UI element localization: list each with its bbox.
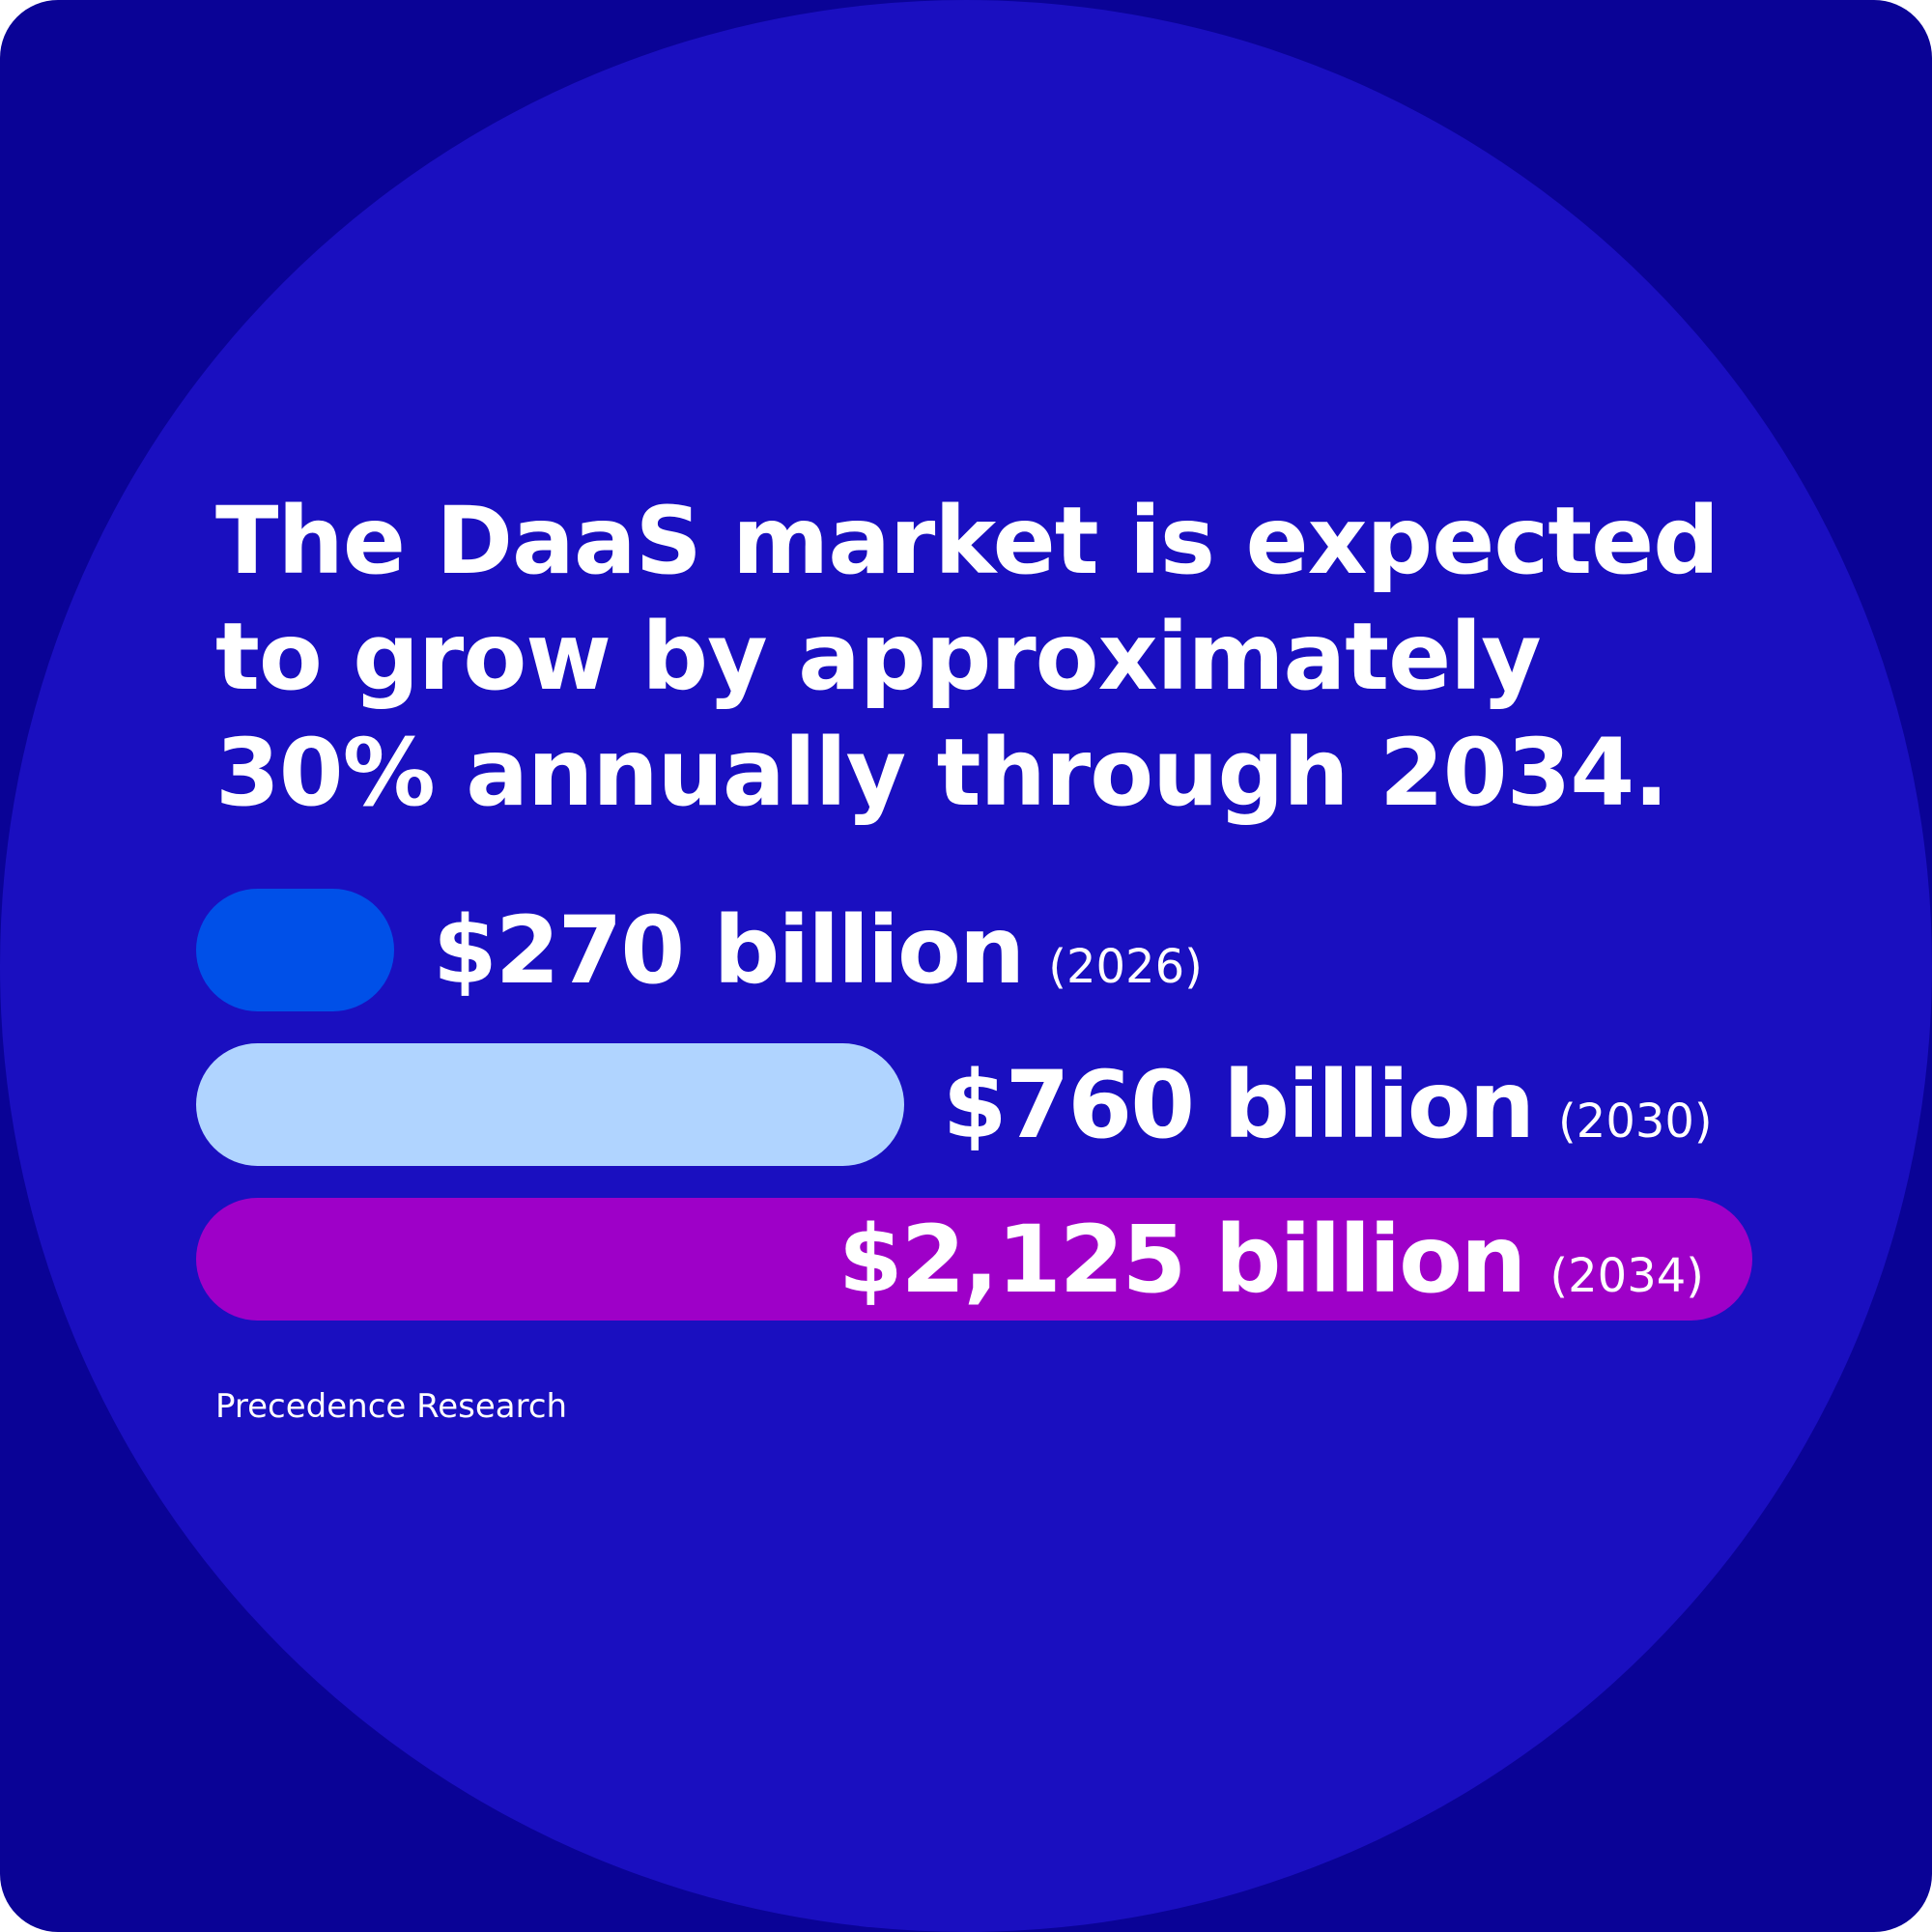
- value-label-2026: $270 billion: [433, 895, 1025, 1005]
- year-label-2030: (2030): [1558, 1094, 1713, 1149]
- value-label-2034: $2,125 billion: [838, 1205, 1527, 1314]
- bar-2026: [196, 889, 394, 1011]
- headline: The DaaS market is expected to grow by a…: [215, 487, 1719, 827]
- bar-row-2030: $760 billion (2030): [196, 1043, 1713, 1166]
- value-label-2030: $760 billion: [942, 1050, 1535, 1159]
- bar-2030: [196, 1043, 904, 1166]
- year-label-2034: (2034): [1549, 1248, 1704, 1303]
- bar-2034: [196, 1198, 1752, 1321]
- bar-row-2026: $270 billion (2026): [196, 889, 1203, 1011]
- year-label-2026: (2026): [1048, 939, 1203, 994]
- source-label: Precedence Research: [215, 1387, 568, 1426]
- bar-row-2034: $2,125 billion (2034): [196, 1198, 1752, 1321]
